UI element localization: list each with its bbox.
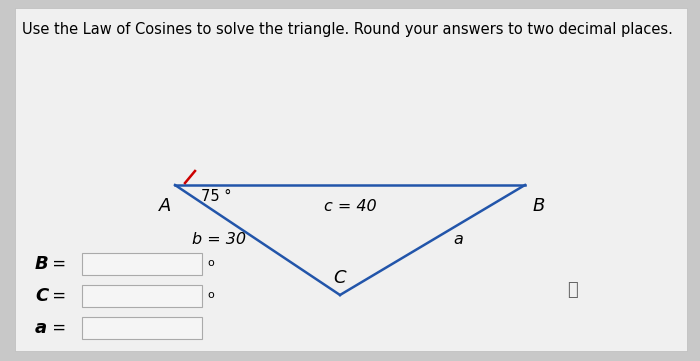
Text: B: B — [35, 255, 49, 273]
Text: B: B — [533, 197, 545, 215]
Text: a: a — [35, 319, 47, 337]
FancyBboxPatch shape — [82, 253, 202, 275]
Text: o: o — [207, 290, 214, 300]
FancyBboxPatch shape — [82, 285, 202, 307]
Text: ⓘ: ⓘ — [566, 281, 578, 299]
Text: o: o — [207, 258, 214, 268]
Text: A: A — [159, 197, 172, 215]
Text: b = 30: b = 30 — [193, 232, 246, 248]
Text: Use the Law of Cosines to solve the triangle. Round your answers to two decimal : Use the Law of Cosines to solve the tria… — [22, 22, 673, 37]
Text: =: = — [47, 287, 66, 305]
FancyBboxPatch shape — [82, 317, 202, 339]
Text: =: = — [47, 255, 66, 273]
Text: C: C — [35, 287, 48, 305]
FancyBboxPatch shape — [15, 8, 687, 351]
Text: a: a — [454, 232, 463, 248]
Text: C: C — [334, 269, 346, 287]
Text: 75 °: 75 ° — [201, 189, 232, 204]
Text: =: = — [47, 319, 66, 337]
Text: c = 40: c = 40 — [323, 199, 377, 214]
